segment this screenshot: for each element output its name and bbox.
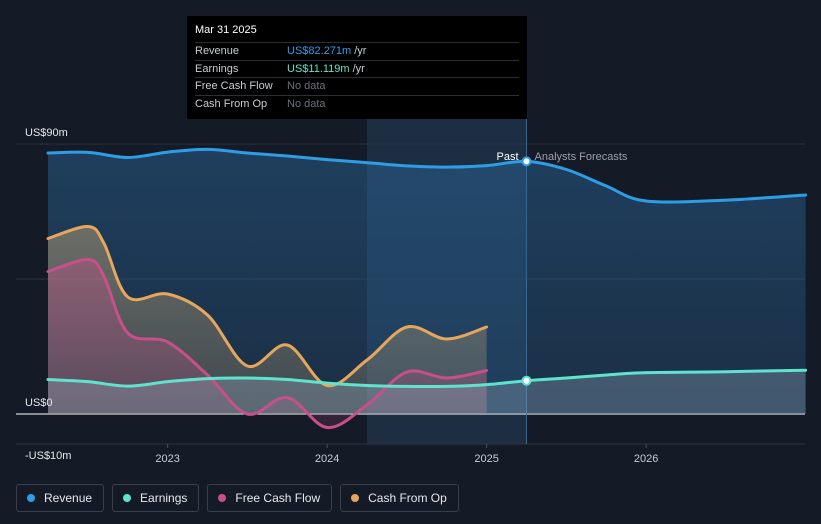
tooltip-row-revenue: Revenue US$82.271m/yr [195,42,519,60]
legend-item-cash-from-op[interactable]: Cash From Op [340,484,459,512]
x-tick-label: 2026 [634,453,658,465]
tooltip-label: Cash From Op [195,97,268,110]
earnings-marker [521,375,532,386]
tooltip-date: Mar 31 2025 [195,24,257,36]
tooltip-value: US$11.119m/yr [287,63,365,75]
cash-from-op-dot-icon [351,494,360,502]
legend-item-earnings[interactable]: Earnings [112,484,200,512]
tooltip-unit: /yr [354,45,367,58]
tooltip-row-fcf: Free Cash Flow No data [195,77,519,95]
legend-label: Earnings [140,491,188,505]
revenue-marker [521,156,532,167]
earnings-line [46,368,808,389]
x-tick-label: 2024 [315,453,339,465]
tooltip-value: US$82.271m/yr [287,45,366,57]
earnings-area [48,370,806,414]
legend-item-revenue[interactable]: Revenue [16,484,105,512]
y-tick-label: -US$10m [25,450,71,462]
cash-from-op-line [46,225,489,388]
x-tick-label: 2023 [155,453,179,465]
chart-legend: Revenue Earnings Free Cash Flow Cash Fro… [16,484,459,512]
past-label: Past [496,151,518,163]
tooltip-cfo-value: No data [287,97,326,110]
legend-label: Free Cash Flow [235,491,321,505]
earnings-dot-icon [123,494,132,502]
free-cash-flow-line [46,258,489,430]
tooltip-label: Free Cash Flow [195,80,273,93]
y-tick-label: US$90m [25,127,68,139]
tooltip-earnings-value: US$11.119m [287,62,350,75]
data-tooltip: Mar 31 2025 Revenue US$82.271m/yr Earnin… [187,16,527,119]
forecast-label: Analysts Forecasts [535,151,628,163]
legend-label: Cash From Op [368,491,447,505]
revenue-dot-icon [27,494,35,502]
y-tick-label: US$0 [25,397,53,409]
revenue-area [48,149,806,415]
tooltip-label: Revenue [195,45,240,58]
tooltip-unit: /yr [352,62,365,75]
revenue-line [46,147,808,204]
legend-item-free-cash-flow[interactable]: Free Cash Flow [207,484,333,512]
legend-label: Revenue [44,491,93,505]
tooltip-row-earnings: Earnings US$11.119m/yr [195,59,519,78]
free-cash-flow-dot-icon [218,494,227,502]
tooltip-row-cfo: Cash From Op No data [195,94,519,113]
x-tick-label: 2025 [474,453,498,465]
tooltip-revenue-value: US$82.271m [287,45,352,58]
tooltip-label: Earnings [195,62,239,75]
tooltip-fcf-value: No data [287,80,326,93]
